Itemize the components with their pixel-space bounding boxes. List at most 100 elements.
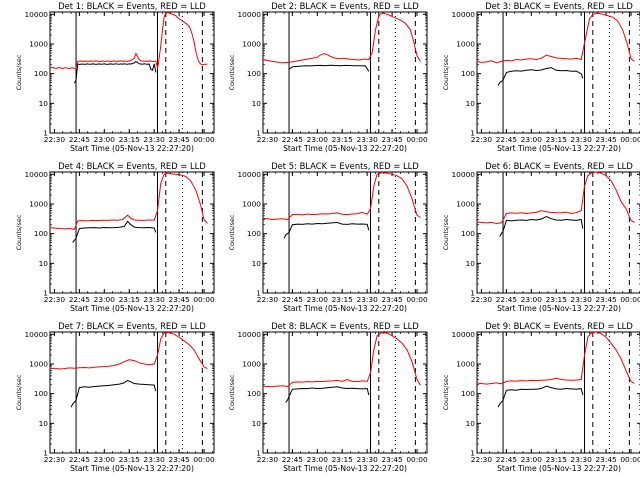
y-axis-label: Counts/sec: [442, 374, 450, 410]
plot-frame: [476, 331, 640, 454]
y-tick-label: 1000: [29, 360, 48, 369]
x-axis-label: Start Time (05-Nov-13 22:27:20): [70, 144, 194, 153]
y-tick-label: 100: [461, 69, 475, 78]
series-line-events: [72, 220, 157, 243]
y-tick-label: 10: [39, 259, 49, 268]
chart-panel-3: Det 3: BLACK = Events, RED = LLD Counts/s…: [442, 1, 640, 153]
x-tick-label: 23:45: [381, 135, 403, 144]
x-tick-label: 22:45: [69, 295, 91, 304]
y-tick-label: 1: [256, 129, 261, 138]
x-tick-label: 23:45: [595, 455, 617, 464]
x-tick-label: 23:30: [144, 295, 166, 304]
y-tick-label: 10000: [451, 330, 475, 339]
x-tick-label: 00:00: [406, 295, 428, 304]
x-tick-label: 23:30: [571, 135, 593, 144]
series-line-events: [73, 60, 157, 84]
chart-panel-2: Det 2: BLACK = Events, RED = LLD Counts/s…: [228, 1, 428, 153]
x-tick-label: 23:30: [571, 295, 593, 304]
y-tick-label: 1: [256, 289, 261, 298]
series-line-lld: [49, 331, 208, 370]
y-tick-label: 1000: [456, 200, 475, 209]
x-tick-label: 23:45: [168, 455, 190, 464]
x-tick-label: 23:00: [307, 455, 329, 464]
x-tick-label: 22:30: [471, 135, 493, 144]
y-tick-label: 10000: [451, 10, 475, 19]
x-tick-label: 00:00: [406, 135, 428, 144]
y-axis-label: Counts/sec: [15, 54, 23, 90]
y-tick-label: 10000: [237, 330, 261, 339]
series-line-events: [497, 385, 584, 408]
y-tick-label: 1: [43, 129, 48, 138]
y-tick-label: 100: [247, 389, 261, 398]
panel-title: Det 2: BLACK = Events, RED = LLD: [271, 1, 419, 11]
y-axis-label: Counts/sec: [228, 214, 236, 250]
series-line-lld: [262, 331, 421, 388]
x-tick-label: 23:15: [332, 135, 354, 144]
x-tick-label: 22:30: [44, 455, 66, 464]
series-line-lld: [476, 171, 635, 225]
x-axis-label: Start Time (05-Nov-13 22:27:20): [283, 464, 407, 473]
x-axis-label: Start Time (05-Nov-13 22:27:20): [497, 464, 621, 473]
y-tick-label: 1000: [242, 360, 261, 369]
plot-frame: [49, 11, 215, 134]
x-tick-label: 22:45: [69, 135, 91, 144]
x-tick-label: 23:15: [119, 295, 141, 304]
x-tick-label: 00:00: [193, 455, 215, 464]
series-line-events: [499, 215, 584, 237]
series-line-events: [283, 221, 370, 239]
x-tick-label: 23:00: [94, 135, 116, 144]
series-line-lld: [476, 331, 635, 385]
x-tick-label: 00:00: [193, 295, 215, 304]
series-line-events: [288, 64, 370, 72]
plot-frame: [262, 331, 428, 454]
chart-panel-8: Det 8: BLACK = Events, RED = LLD Counts/s…: [228, 321, 428, 473]
x-tick-label: 00:00: [406, 455, 428, 464]
y-tick-label: 100: [247, 69, 261, 78]
plot-frame: [262, 171, 428, 294]
x-axis-label: Start Time (05-Nov-13 22:27:20): [70, 464, 194, 473]
x-tick-label: 23:30: [144, 455, 166, 464]
x-axis-label: Start Time (05-Nov-13 22:27:20): [283, 144, 407, 153]
x-tick-label: 00:00: [620, 135, 640, 144]
x-tick-label: 23:00: [94, 455, 116, 464]
x-tick-label: 23:15: [332, 455, 354, 464]
x-tick-label: 23:00: [307, 135, 329, 144]
chart-panel-4: Det 4: BLACK = Events, RED = LLD Counts/s…: [15, 161, 215, 313]
x-tick-label: 23:00: [521, 295, 543, 304]
series-line-lld: [476, 12, 635, 64]
y-tick-label: 10: [252, 419, 262, 428]
y-axis-label: Counts/sec: [228, 54, 236, 90]
y-tick-label: 1000: [242, 200, 261, 209]
y-tick-label: 10: [252, 259, 262, 268]
plot-frame: [49, 331, 215, 454]
x-tick-label: 23:00: [521, 135, 543, 144]
x-tick-label: 23:00: [521, 455, 543, 464]
y-tick-label: 1: [43, 289, 48, 298]
y-tick-label: 10000: [237, 170, 261, 179]
x-tick-label: 22:30: [44, 295, 66, 304]
y-tick-label: 100: [247, 229, 261, 238]
y-tick-label: 100: [34, 389, 48, 398]
x-axis-label: Start Time (05-Nov-13 22:27:20): [70, 304, 194, 313]
panel-title: Det 3: BLACK = Events, RED = LLD: [485, 1, 633, 11]
y-axis-label: Counts/sec: [442, 214, 450, 250]
y-tick-label: 10000: [24, 330, 48, 339]
x-tick-label: 23:30: [357, 455, 379, 464]
x-tick-label: 23:45: [168, 295, 190, 304]
y-tick-label: 10000: [237, 10, 261, 19]
x-tick-label: 23:00: [94, 295, 116, 304]
series-line-events: [70, 379, 157, 408]
y-tick-label: 10: [39, 419, 49, 428]
y-tick-label: 1: [470, 129, 475, 138]
x-tick-label: 23:45: [381, 455, 403, 464]
x-tick-label: 22:45: [69, 455, 91, 464]
panel-title: Det 8: BLACK = Events, RED = LLD: [271, 321, 419, 331]
x-tick-label: 00:00: [193, 135, 215, 144]
x-tick-label: 22:30: [44, 135, 66, 144]
panel-title: Det 7: BLACK = Events, RED = LLD: [58, 321, 206, 331]
y-tick-label: 100: [461, 229, 475, 238]
y-tick-label: 10000: [24, 170, 48, 179]
y-tick-label: 1: [43, 449, 48, 458]
y-tick-label: 100: [34, 229, 48, 238]
